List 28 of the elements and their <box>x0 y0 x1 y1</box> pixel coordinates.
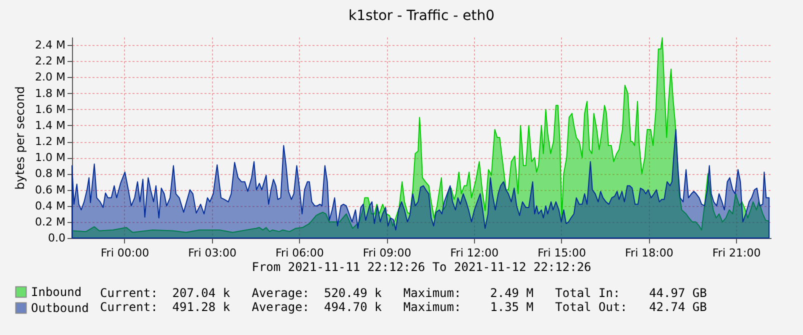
y-tick-label: 1.6 M <box>35 102 66 116</box>
legend-label: Inbound <box>31 285 82 299</box>
y-tick-label: 2.2 M <box>35 54 66 68</box>
x-tick-label: Fri 06:00 <box>276 246 324 260</box>
y-axis-title: bytes per second <box>13 86 28 190</box>
x-tick-label: Fri 03:00 <box>188 246 236 260</box>
x-tick-label: Fri 12:00 <box>450 246 499 260</box>
y-tick-label: 0.0 <box>48 232 66 244</box>
x-tick-label: Fri 00:00 <box>100 246 150 260</box>
y-tick-label: 2.4 M <box>35 38 66 52</box>
y-tick-label: 2.0 M <box>35 70 66 84</box>
x-tick-label: Fri 15:00 <box>538 246 586 260</box>
text: Current: 207.04 k Average: 520.49 k Maximum: 2.49 M Total In: 44.97 GB <box>100 286 707 300</box>
y-tick-label: 1.4 M <box>35 118 66 132</box>
x-tick-label: Fri 09:00 <box>362 246 412 260</box>
x-tick-label: Fri 18:00 <box>625 246 674 260</box>
x-tick-label: Fri 21:00 <box>712 246 761 260</box>
chart-title: k1stor - Traffic - eth0 <box>348 8 494 24</box>
text: From 2021-11-11 22:12:26 To 2021-11-12 22:12:26 <box>252 260 592 274</box>
y-tick-label: 1.2 M <box>35 135 66 148</box>
y-tick-label: 0.6 M <box>35 183 66 196</box>
y-tick-label: 0.4 M <box>35 199 66 212</box>
text: Current: 491.28 k Average: 494.70 k Maximum: 1.35 M Total Out: 42.74 GB <box>100 300 707 314</box>
y-tick-label: 1.8 M <box>35 86 66 100</box>
y-tick-label: 1.0 M <box>35 151 66 164</box>
y-tick-label: 0.2 M <box>35 215 66 228</box>
y-tick-label: 0.8 M <box>35 167 66 180</box>
legend-label: Outbound <box>31 301 89 315</box>
